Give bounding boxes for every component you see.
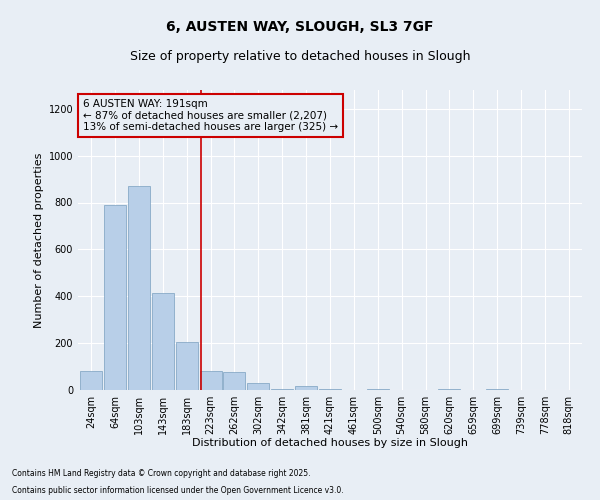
Bar bbox=[223, 372, 245, 390]
Bar bbox=[319, 389, 341, 390]
Text: 6, AUSTEN WAY, SLOUGH, SL3 7GF: 6, AUSTEN WAY, SLOUGH, SL3 7GF bbox=[166, 20, 434, 34]
Bar bbox=[295, 386, 317, 390]
Bar bbox=[152, 292, 174, 390]
Text: Contains public sector information licensed under the Open Government Licence v3: Contains public sector information licen… bbox=[12, 486, 344, 495]
X-axis label: Distribution of detached houses by size in Slough: Distribution of detached houses by size … bbox=[192, 438, 468, 448]
Bar bbox=[128, 186, 150, 390]
Text: 6 AUSTEN WAY: 191sqm
← 87% of detached houses are smaller (2,207)
13% of semi-de: 6 AUSTEN WAY: 191sqm ← 87% of detached h… bbox=[83, 99, 338, 132]
Bar bbox=[247, 383, 269, 390]
Bar bbox=[200, 371, 221, 390]
Text: Contains HM Land Registry data © Crown copyright and database right 2025.: Contains HM Land Registry data © Crown c… bbox=[12, 468, 311, 477]
Bar bbox=[271, 389, 293, 390]
Bar bbox=[80, 371, 102, 390]
Bar bbox=[367, 389, 389, 390]
Bar bbox=[176, 342, 197, 390]
Bar bbox=[439, 389, 460, 390]
Text: Size of property relative to detached houses in Slough: Size of property relative to detached ho… bbox=[130, 50, 470, 63]
Bar bbox=[104, 205, 126, 390]
Y-axis label: Number of detached properties: Number of detached properties bbox=[34, 152, 44, 328]
Bar bbox=[486, 389, 508, 390]
